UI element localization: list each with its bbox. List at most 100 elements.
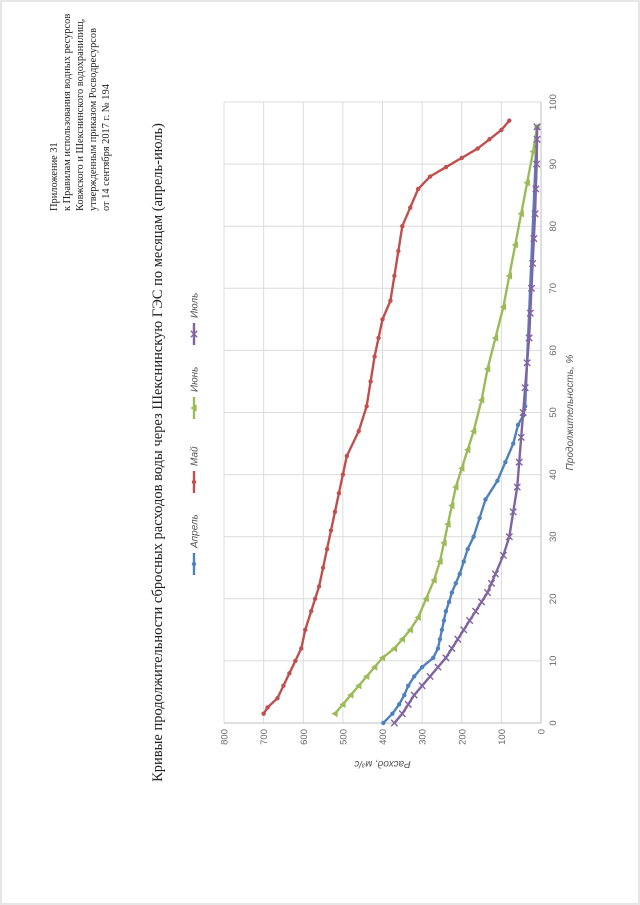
data-point <box>412 674 417 679</box>
data-point <box>513 483 521 491</box>
data-point <box>437 636 443 642</box>
y-tick-label: 200 <box>457 729 468 745</box>
data-point <box>406 626 413 634</box>
data-point-stroke <box>448 644 456 653</box>
data-point-stroke <box>519 408 527 417</box>
data-point <box>525 334 533 342</box>
data-point <box>414 613 421 622</box>
data-point <box>415 186 421 192</box>
data-point <box>431 655 436 660</box>
data-point <box>400 224 405 229</box>
data-point <box>324 546 330 552</box>
legend-marker <box>191 561 197 567</box>
data-point <box>527 284 536 292</box>
data-point <box>511 441 516 446</box>
data-point <box>406 683 411 688</box>
data-point <box>368 379 373 384</box>
y-tick-label: 700 <box>259 729 270 745</box>
data-point-stroke <box>434 663 442 671</box>
x-tick-label: 60 <box>548 345 559 356</box>
x-tick-label: 40 <box>548 469 559 480</box>
data-point-stroke <box>471 607 480 615</box>
data-point-stroke <box>477 598 486 606</box>
data-point <box>308 609 314 614</box>
data-point-stroke <box>532 160 541 168</box>
data-point <box>440 539 447 547</box>
data-point <box>523 179 530 187</box>
data-point <box>523 359 531 367</box>
data-point <box>515 422 521 428</box>
y-axis-title: Расход, м³/с <box>354 758 411 769</box>
data-point-stroke <box>528 259 537 268</box>
data-point <box>487 137 492 142</box>
data-point <box>434 663 442 671</box>
y-tick-label: 100 <box>497 729 508 745</box>
data-point <box>499 127 504 133</box>
data-point-stroke <box>525 334 533 342</box>
data-point <box>418 682 426 690</box>
data-point-stroke <box>533 135 541 143</box>
data-point <box>470 427 477 435</box>
data-point <box>430 576 437 584</box>
data-point <box>396 702 402 707</box>
legend-marker <box>191 479 197 485</box>
data-point <box>530 234 538 243</box>
legend-marker-stroke <box>190 330 198 338</box>
data-point <box>459 155 464 161</box>
data-point-stroke <box>515 458 523 466</box>
data-point-stroke <box>410 691 418 699</box>
data-point <box>436 557 443 566</box>
data-point <box>483 497 488 502</box>
y-tick-label: 600 <box>299 729 310 745</box>
data-point <box>390 719 399 727</box>
data-point <box>398 709 407 718</box>
data-point <box>517 210 524 218</box>
data-point <box>443 609 449 614</box>
data-point <box>392 273 397 279</box>
data-point <box>388 298 393 303</box>
x-tick-label: 70 <box>548 283 559 294</box>
data-point <box>509 508 517 516</box>
x-tick-label: 80 <box>548 221 559 232</box>
data-point <box>533 135 541 143</box>
data-point <box>299 646 304 651</box>
data-point-stroke <box>398 709 407 718</box>
data-point <box>261 711 266 716</box>
data-point <box>519 408 527 417</box>
data-point-stroke <box>460 626 468 634</box>
data-point-stroke <box>483 588 492 597</box>
data-point <box>477 598 486 606</box>
data-point <box>457 571 462 577</box>
data-point-stroke <box>521 383 529 392</box>
data-point <box>356 428 361 434</box>
data-point <box>452 483 459 491</box>
data-point-stroke <box>442 654 450 662</box>
data-point-stroke <box>491 570 500 578</box>
data-point <box>331 710 338 718</box>
x-tick-label: 90 <box>548 159 559 170</box>
data-point <box>507 118 512 123</box>
data-point-stroke <box>404 700 412 709</box>
data-point <box>312 596 318 601</box>
data-point-stroke <box>505 533 513 541</box>
series-line <box>262 119 511 715</box>
data-point <box>442 654 450 662</box>
data-point <box>471 607 480 615</box>
data-point <box>281 683 286 688</box>
data-point <box>454 635 462 643</box>
data-point <box>515 458 523 466</box>
data-point <box>435 646 441 651</box>
y-tick-label: 300 <box>418 729 429 745</box>
data-point <box>364 404 369 409</box>
data-point <box>336 491 342 496</box>
data-point <box>495 478 500 484</box>
data-point <box>511 241 518 249</box>
data-point <box>533 123 541 131</box>
data-point <box>372 354 377 359</box>
series-2 <box>334 126 539 715</box>
data-point <box>529 148 536 156</box>
data-point <box>443 165 449 170</box>
data-point <box>444 520 451 528</box>
data-point <box>340 472 346 477</box>
x-tick-label: 0 <box>548 720 559 725</box>
